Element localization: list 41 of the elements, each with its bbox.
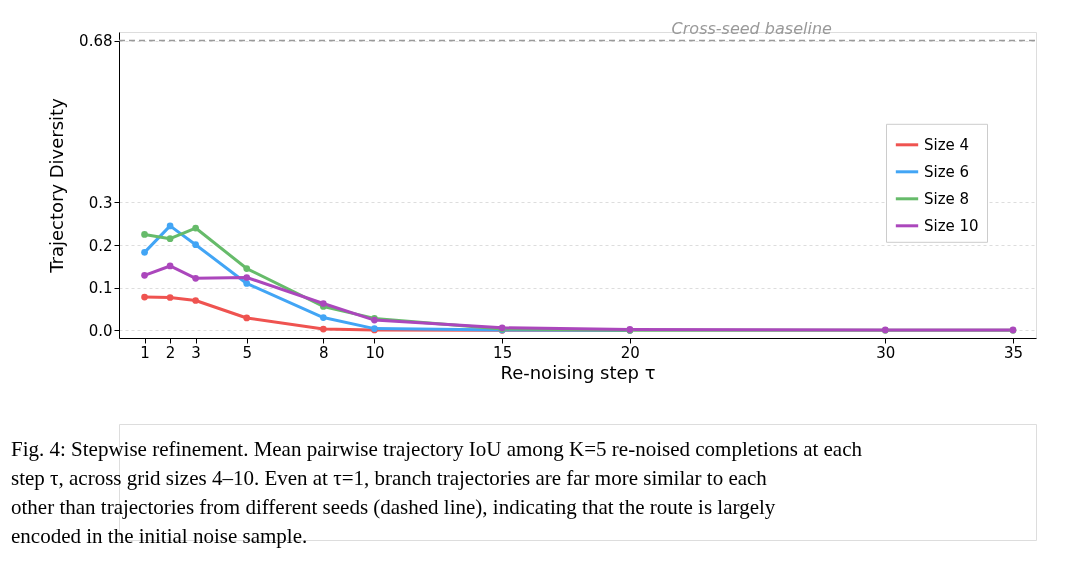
- y-tick-label: 0.68: [79, 32, 113, 51]
- point: [243, 314, 251, 322]
- y-axis-title: Trajectory Diversity: [46, 97, 68, 274]
- point: [166, 294, 174, 301]
- legend-label: Size 10: [924, 216, 979, 235]
- point: [166, 222, 174, 230]
- point: [192, 241, 199, 249]
- x-tick-label: 3: [191, 343, 201, 362]
- point: [141, 272, 148, 279]
- caption: Fig. 4: Stepwise refinement. Mean pairwise trajectory IoU among K=5 re-noised completions at each step τ, across grid sizes 4–10. Even at τ=1, branch trajectories are far more similar to each other than trajectories from different seeds (dashed line), indicating that the route is largely encoded in the initial noise sample.: [11, 436, 863, 548]
- point: [319, 314, 327, 321]
- y-tick-label: 0.0: [88, 321, 113, 340]
- point: [141, 248, 148, 256]
- x-tick-label: 30: [876, 343, 896, 362]
- x-tick-label: 1: [140, 343, 150, 362]
- point: [192, 224, 199, 232]
- ref-line-label: Cross-seed baseline: [671, 18, 833, 38]
- point: [166, 262, 174, 270]
- point: [192, 297, 199, 304]
- y-tick-label: 0.2: [88, 236, 113, 255]
- x-tick-label: 15: [493, 343, 513, 362]
- x-tick-label: 8: [319, 343, 329, 362]
- legend-label: Size 4: [924, 135, 970, 154]
- point: [141, 293, 148, 301]
- point: [243, 265, 251, 272]
- point: [192, 274, 199, 282]
- point: [319, 325, 327, 333]
- point: [141, 231, 148, 238]
- x-axis-title: Re-noising step τ: [500, 361, 656, 383]
- x-tick-label: 20: [620, 343, 640, 362]
- point: [166, 235, 174, 243]
- point: [243, 280, 251, 287]
- point: [243, 274, 251, 281]
- y-tick-label: 0.3: [88, 193, 113, 212]
- x-tick-label: 10: [365, 343, 385, 362]
- x-tick-label: 35: [1003, 343, 1024, 362]
- legend-label: Size 6: [924, 162, 970, 181]
- y-tick-label: 0.1: [88, 279, 113, 298]
- x-tick-label: 5: [242, 343, 252, 362]
- legend-label: Size 8: [924, 189, 970, 208]
- x-tick-label: 2: [165, 343, 176, 362]
